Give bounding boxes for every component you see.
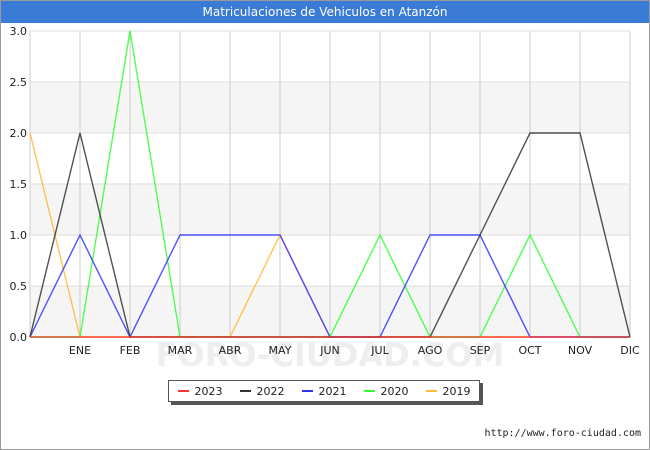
- tick-labels: 0.0 0.5 1.0 1.5 2.0 2.5 3.0 ENE FEB MAR ABR MAY JUN J…: [10, 25, 641, 357]
- x-tick-label: MAR: [168, 344, 193, 357]
- legend-item-2019: 2019: [425, 384, 471, 398]
- x-tick-label: ENE: [69, 344, 91, 357]
- y-tick-label: 2.5: [10, 76, 28, 89]
- x-tick-label: JUN: [319, 344, 340, 357]
- x-tick-label: MAY: [269, 344, 292, 357]
- x-tick-label: AGO: [418, 344, 443, 357]
- legend-swatch: [177, 390, 189, 392]
- x-tick-label: OCT: [518, 344, 541, 357]
- chart-title: Matriculaciones de Vehiculos en Atanzón: [1, 1, 649, 23]
- x-tick-label: NOV: [568, 344, 593, 357]
- legend-item-2022: 2022: [239, 384, 285, 398]
- x-tick-label: FEB: [120, 344, 141, 357]
- y-tick-label: 0.0: [10, 331, 28, 344]
- legend-item-2020: 2020: [363, 384, 409, 398]
- y-tick-label: 1.0: [10, 229, 28, 242]
- legend-item-2021: 2021: [301, 384, 347, 398]
- gridlines: [29, 30, 631, 338]
- series-lines: [29, 30, 631, 339]
- legend: 2023 2022 2021 2020 2019: [168, 380, 480, 402]
- legend-item-2023: 2023: [177, 384, 223, 398]
- legend-label: 2023: [194, 384, 223, 398]
- legend-swatch: [425, 390, 437, 392]
- y-tick-label: 3.0: [10, 25, 28, 38]
- y-tick-label: 2.0: [10, 127, 28, 140]
- legend-swatch: [301, 390, 313, 392]
- legend-label: 2020: [380, 384, 409, 398]
- x-tick-label: JUL: [370, 344, 389, 357]
- legend-swatch: [239, 390, 251, 392]
- legend-label: 2021: [318, 384, 347, 398]
- y-tick-label: 1.5: [10, 178, 28, 191]
- legend-label: 2019: [442, 384, 471, 398]
- x-tick-label: SEP: [470, 344, 491, 357]
- source-url: http://www.foro-ciudad.com: [484, 428, 641, 439]
- x-tick-label: DIC: [620, 344, 640, 357]
- legend-label: 2022: [256, 384, 285, 398]
- x-tick-label: ABR: [219, 344, 242, 357]
- y-tick-label: 0.5: [10, 280, 28, 293]
- legend-swatch: [363, 390, 375, 392]
- watermark: FORO-CIUDAD.COM: [156, 336, 505, 374]
